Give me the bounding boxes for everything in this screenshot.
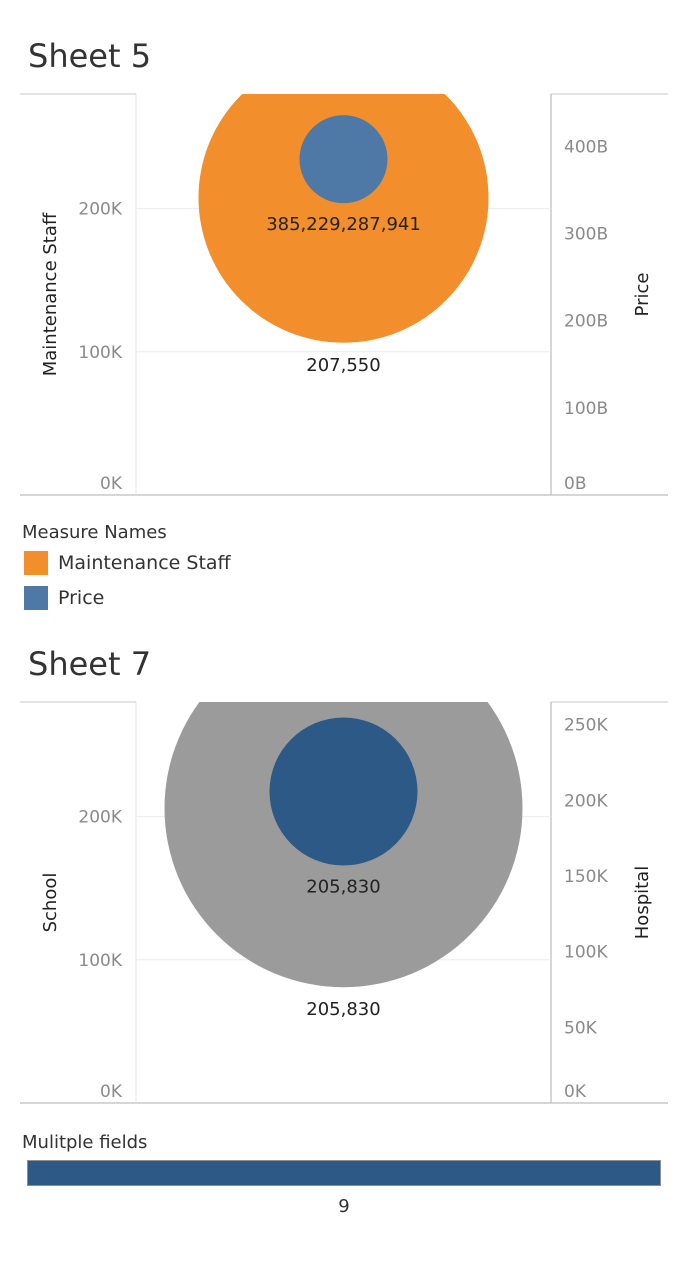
mark-hospital[interactable] <box>269 717 418 866</box>
left-axis-title: Maintenance Staff <box>40 212 61 376</box>
mark-label-hospital: 205,830 <box>306 877 380 898</box>
marks-group <box>198 53 489 343</box>
right-tick-label: 100K <box>564 943 608 963</box>
legend-item-maintenance-staff[interactable]: Maintenance Staff <box>24 550 231 576</box>
legend-swatch <box>24 586 48 610</box>
mark-label-maintenance-staff: 207,550 <box>306 355 380 376</box>
left-tick-label: 0K <box>100 474 123 494</box>
mark-maintenance-staff[interactable] <box>198 53 489 343</box>
mark-label-school: 205,830 <box>306 999 380 1020</box>
legend-label: Maintenance Staff <box>58 552 231 574</box>
legend-item-price[interactable]: Price <box>24 585 104 611</box>
multiple-fields-title: Mulitple fields <box>22 1132 148 1153</box>
multiple-fields-color-bar[interactable] <box>27 1160 661 1186</box>
mark-price[interactable] <box>299 115 388 204</box>
mark-label-price: 385,229,287,941 <box>266 214 421 235</box>
right-tick-label: 200B <box>564 312 608 332</box>
right-tick-label: 50K <box>564 1018 598 1038</box>
left-tick-label: 100K <box>78 343 122 363</box>
legend-swatch <box>24 551 48 575</box>
right-tick-label: 0B <box>564 474 586 494</box>
right-tick-label: 0K <box>564 1082 587 1102</box>
right-tick-label: 100B <box>564 399 608 419</box>
right-tick-label: 250K <box>564 716 608 736</box>
right-tick-label: 150K <box>564 867 608 887</box>
right-tick-label: 200K <box>564 791 608 811</box>
sheet-5-title: Sheet 5 <box>28 37 152 75</box>
right-tick-label: 400B <box>564 137 608 157</box>
sheet-5-chart[interactable]: 0K 100K 200K 0B 100B 200B 300B 400B Maintenance … <box>0 90 688 502</box>
right-axis-title: Hospital <box>632 866 653 939</box>
marks-group <box>164 702 523 988</box>
left-tick-label: 100K <box>78 951 122 971</box>
left-tick-label: 0K <box>100 1082 123 1102</box>
sheet-7-chart[interactable]: 0K 100K 200K 0K 50K 100K 150K 200K 250K School Hos… <box>0 698 688 1110</box>
right-axis-title: Price <box>632 273 653 317</box>
right-tick-label: 300B <box>564 224 608 244</box>
legend-label: Price <box>58 587 105 609</box>
multiple-fields-value: 9 <box>338 1196 350 1217</box>
left-axis-title: School <box>40 873 61 933</box>
left-tick-label: 200K <box>78 808 122 828</box>
multiple-fields-color-fill <box>28 1161 660 1185</box>
legend-title: Measure Names <box>22 522 167 543</box>
left-tick-label: 200K <box>78 200 122 220</box>
sheet-7-title: Sheet 7 <box>28 645 152 683</box>
